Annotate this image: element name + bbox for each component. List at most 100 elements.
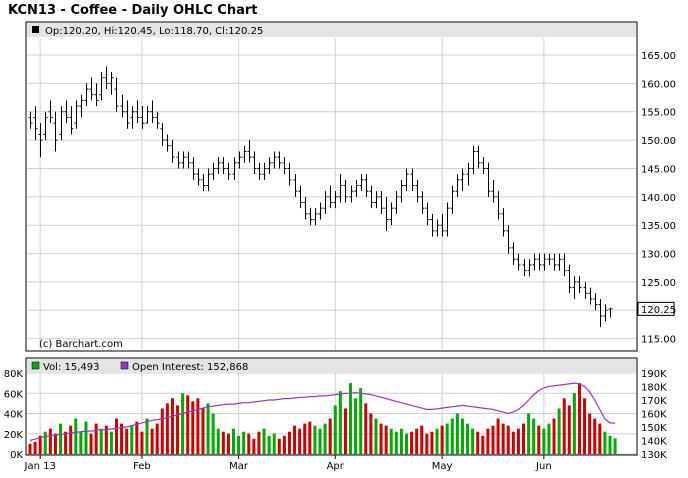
volume-y-axis-left: 80K 60K 40K 20K 0K xyxy=(4,369,24,461)
ohlc-bar xyxy=(221,157,226,175)
volume-bar xyxy=(155,423,159,454)
ohlc-bar xyxy=(522,259,527,277)
volume-y-tick-label: 0K xyxy=(10,450,23,461)
price-y-tick-label: 150.00 xyxy=(641,136,676,147)
volume-bar xyxy=(471,428,475,454)
volume-bar xyxy=(38,435,42,454)
ohlc-bar xyxy=(232,157,237,180)
ohlc-bar xyxy=(206,168,211,192)
ohlc-bar xyxy=(323,191,328,214)
ohlc-bar xyxy=(43,111,48,141)
last-price-frame xyxy=(637,301,675,316)
ohlc-bar xyxy=(598,298,603,328)
price-y-tick-label: 125.00 xyxy=(641,278,676,289)
volume-bar xyxy=(206,403,210,454)
ohlc-bar xyxy=(150,100,155,124)
volume-bar xyxy=(120,423,124,454)
ohlc-bar xyxy=(267,157,272,175)
ohlc-bar xyxy=(547,253,552,265)
x-tick-label: Mar xyxy=(229,461,249,472)
ohlc-bar xyxy=(430,213,435,237)
ohlc-bar xyxy=(181,151,186,169)
ohlc-bar xyxy=(527,259,532,277)
volume-bar xyxy=(323,423,327,454)
volume-bar xyxy=(282,435,286,454)
volume-bar xyxy=(608,435,612,454)
volume-bar xyxy=(125,428,129,454)
volume-bar xyxy=(450,418,454,454)
volume-bar xyxy=(349,383,353,454)
volume-bar xyxy=(542,428,546,454)
ohlc-bar xyxy=(349,185,354,203)
volume-bars xyxy=(28,383,617,454)
volume-bar xyxy=(328,418,332,454)
volume-bar xyxy=(501,423,505,454)
open-interest-line xyxy=(29,382,616,442)
ohlc-bar xyxy=(318,202,323,220)
volume-bar xyxy=(435,428,439,454)
ohlc-bar xyxy=(404,168,409,192)
volume-bar xyxy=(267,435,271,454)
ohlc-bar xyxy=(64,100,69,124)
volume-bar xyxy=(237,435,241,454)
volume-bar xyxy=(247,433,251,454)
ohlc-bar xyxy=(410,168,415,192)
volume-bar xyxy=(53,433,57,454)
volume-bar xyxy=(170,398,174,454)
volume-bar xyxy=(165,403,169,454)
volume-bar xyxy=(384,425,388,454)
ohlc-bar xyxy=(593,293,598,311)
volume-bar xyxy=(364,403,368,454)
volume-bar xyxy=(79,431,83,454)
ohlc-bar xyxy=(120,94,125,118)
ohlc-bar xyxy=(247,140,252,163)
volume-bar xyxy=(440,425,444,454)
ohlc-bar xyxy=(282,157,287,175)
ohlc-bar xyxy=(542,253,547,271)
ohlc-bar xyxy=(435,219,440,237)
ohlc-bar xyxy=(140,106,145,129)
volume-bar xyxy=(84,421,88,454)
ohlc-bar xyxy=(415,179,420,203)
watermark: (c) Barchart.com xyxy=(39,339,123,350)
ohlc-bar xyxy=(272,151,277,169)
price-y-tick-label: 140.00 xyxy=(641,193,676,204)
volume-bar xyxy=(466,423,470,454)
volume-bar xyxy=(298,428,302,454)
volume-bar xyxy=(303,423,307,454)
volume-bar xyxy=(343,408,347,454)
price-y-tick-label: 165.00 xyxy=(641,51,676,62)
volume-bar xyxy=(252,438,256,454)
price-y-tick-label: 155.00 xyxy=(641,108,676,119)
ohlc-bar xyxy=(399,179,404,203)
ohlc-bar xyxy=(557,253,562,271)
ohlc-bar xyxy=(33,106,38,141)
ohlc-bar xyxy=(277,151,282,169)
ohlc-bar xyxy=(562,253,567,277)
ohlc-bar xyxy=(450,185,455,214)
volume-panel: Vol: 15,493 Open Interest: 152,868 80K 60… xyxy=(4,357,667,461)
ohlc-bar xyxy=(440,213,445,237)
ohlc-bar xyxy=(501,208,506,237)
volume-bar xyxy=(420,425,424,454)
ohlc-bar xyxy=(516,253,521,271)
volume-bar xyxy=(354,398,358,454)
ohlc-bar xyxy=(28,111,33,129)
volume-bar xyxy=(527,413,531,454)
ohlc-bar xyxy=(476,145,481,169)
volume-bar xyxy=(552,418,556,454)
volume-bar xyxy=(537,425,541,454)
volume-bar xyxy=(613,438,617,454)
ohlc-bar xyxy=(226,162,231,180)
volume-bar xyxy=(59,423,63,454)
price-header-band xyxy=(27,23,636,37)
volume-bar xyxy=(476,431,480,454)
x-tick-label: Jun xyxy=(535,461,552,472)
ohlc-bar xyxy=(170,140,175,163)
volume-y-tick-label: 20K xyxy=(4,430,24,441)
ohlc-bar xyxy=(125,100,130,129)
volume-bar xyxy=(506,425,510,454)
price-y-tick-label: 135.00 xyxy=(641,221,676,232)
ohlc-bar xyxy=(354,179,359,197)
